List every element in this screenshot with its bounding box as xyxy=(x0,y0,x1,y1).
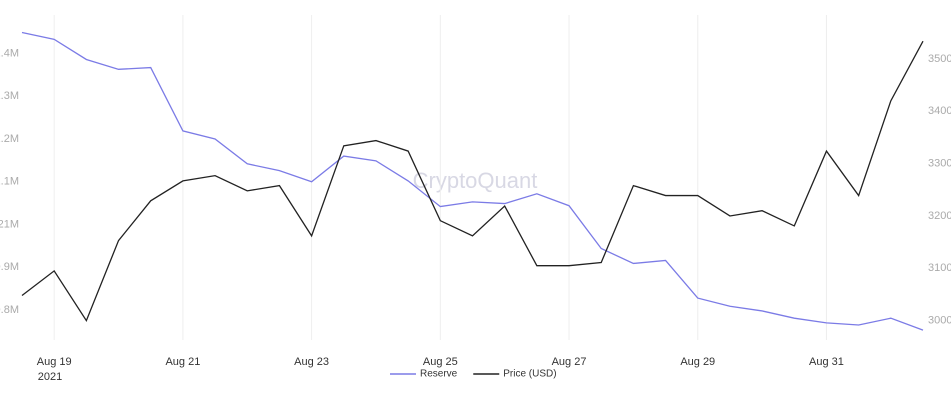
y-tick-label: 21M xyxy=(0,218,19,230)
x-tick-label: Aug 23 xyxy=(294,356,329,368)
y2-tick-label: 3200 xyxy=(928,210,951,222)
y-tick-label: 20.8M xyxy=(0,304,19,316)
line-series xyxy=(21,31,924,331)
y2-tick-label: 3400 xyxy=(928,105,951,117)
x-tick-label: Aug 29 xyxy=(680,356,715,368)
x-tick-label: Aug 31 xyxy=(809,356,844,368)
legend-label: Reserve xyxy=(420,369,458,380)
x-year-label: 2021 xyxy=(38,371,62,383)
x-tick-label: Aug 19 xyxy=(37,356,72,368)
y-tick-label: 21.2M xyxy=(0,133,19,145)
line-series xyxy=(21,40,924,323)
y2-tick-label: 3300 xyxy=(928,158,951,170)
y2-tick-label: 3100 xyxy=(928,262,951,274)
y2-tick-label: 3000 xyxy=(928,315,951,327)
y-tick-label: 21.1M xyxy=(0,176,19,188)
x-tick-label: Aug 21 xyxy=(165,356,200,368)
x-tick-label: Aug 27 xyxy=(552,356,587,368)
legend-label: Price (USD) xyxy=(503,369,556,380)
y-tick-label: 21.4M xyxy=(0,47,19,59)
watermark: CryptoQuant xyxy=(413,168,538,193)
y-tick-label: 20.9M xyxy=(0,261,19,273)
y2-tick-label: 3500 xyxy=(928,53,951,65)
y-tick-label: 21.3M xyxy=(0,90,19,102)
x-tick-label: Aug 25 xyxy=(423,356,458,368)
